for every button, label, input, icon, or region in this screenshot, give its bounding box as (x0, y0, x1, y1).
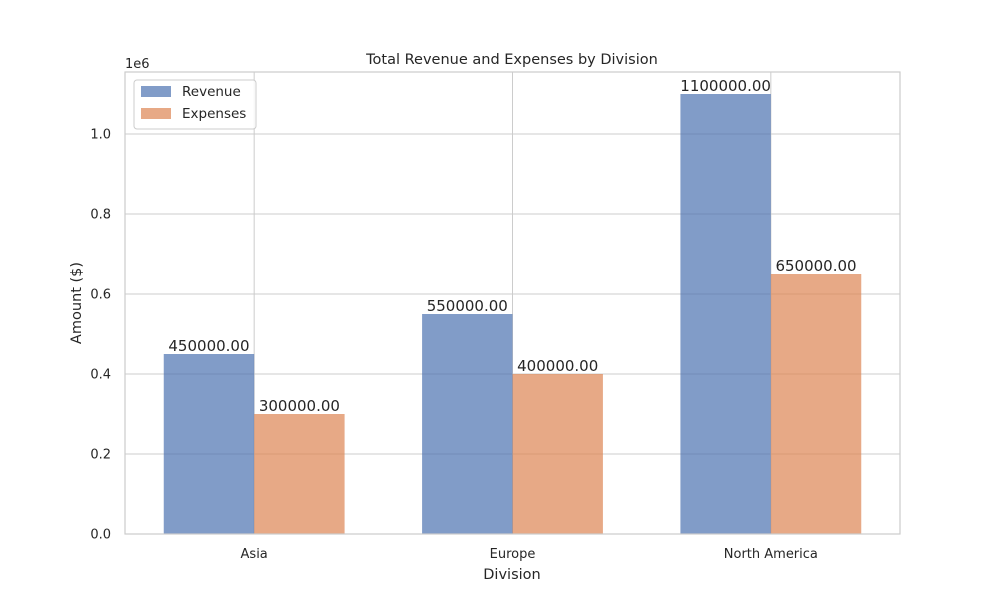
x-tick-label: North America (724, 547, 818, 562)
chart-title: Total Revenue and Expenses by Division (365, 52, 658, 68)
x-tick-label: Europe (490, 547, 536, 562)
data-label: 300000.00 (259, 397, 340, 415)
data-label: 550000.00 (427, 297, 508, 315)
data-label: 650000.00 (775, 257, 856, 275)
y-tick-label: 0.4 (90, 368, 111, 383)
bar-expenses-asia (254, 414, 345, 534)
axes-frame (124, 71, 901, 535)
bar-expenses-europe (512, 374, 603, 534)
legend-label-revenue: Revenue (182, 84, 241, 100)
data-label: 450000.00 (168, 337, 249, 355)
bar-revenue-north-america (680, 94, 771, 534)
bar-expenses-north-america (770, 274, 862, 534)
y-axis-label: Amount ($) (69, 262, 85, 344)
y-tick-label: 0.8 (90, 208, 111, 223)
ticks-layer: 0.0 0.2 0.4 0.6 0.8 1.0 Asia Europe North Americ… (90, 128, 818, 563)
data-label: 1100000.00 (680, 77, 771, 95)
data-labels-layer: 450000.00 550000.00 1100000.00 300000.00 400… (168, 77, 856, 415)
y-tick-label: 1.0 (90, 128, 111, 143)
bar-revenue-asia (163, 354, 255, 534)
legend-label-expenses: Expenses (182, 106, 246, 122)
legend: Revenue Expenses (133, 79, 257, 130)
bars-layer (163, 94, 862, 534)
bar-revenue-europe (422, 314, 513, 534)
x-tick-label: Asia (241, 547, 268, 562)
y-tick-label: 0.0 (90, 528, 111, 543)
x-axis-label: Division (483, 567, 540, 583)
y-tick-label: 0.6 (90, 288, 111, 303)
y-tick-label: 0.2 (90, 448, 111, 463)
legend-swatch-expenses (141, 108, 171, 119)
data-label: 400000.00 (517, 357, 598, 375)
legend-swatch-revenue (141, 86, 171, 97)
y-axis-offset-label: 1e6 (125, 57, 150, 72)
